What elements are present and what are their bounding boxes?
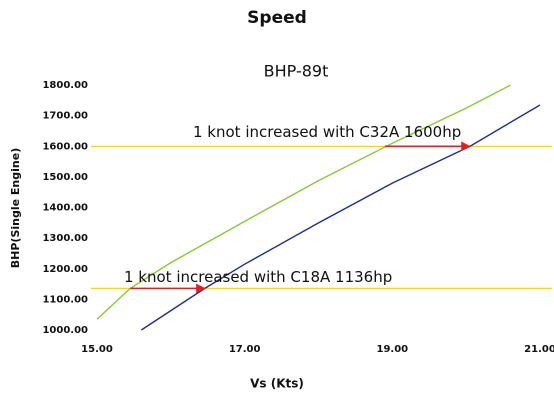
- y-tick-label: 1700.00: [42, 111, 88, 122]
- y-tick-label: 1500.00: [42, 172, 88, 183]
- y-tick-label: 1200.00: [42, 264, 88, 275]
- annotation-text: 1 knot increased with C18A 1136hp: [124, 268, 392, 286]
- y-tick-label: 1300.00: [42, 233, 88, 244]
- x-tick-label: 15.00: [81, 344, 113, 355]
- y-tick-label: 1400.00: [42, 203, 88, 214]
- y-tick-label: 1100.00: [42, 294, 88, 305]
- x-tick-label: 17.00: [229, 344, 261, 355]
- x-tick-label: 21.00: [524, 344, 554, 355]
- y-tick-label: 1600.00: [42, 141, 88, 152]
- annotation-text: 1 knot increased with C32A 1600hp: [193, 123, 461, 141]
- x-tick-label: 19.00: [377, 344, 409, 355]
- y-axis-title: BHP(Single Engine): [9, 148, 22, 268]
- chart-subtitle: BHP-89t: [264, 62, 329, 81]
- series-line: [96, 84, 511, 320]
- chart-title: Speed: [247, 8, 307, 28]
- y-tick-label: 1800.00: [42, 80, 88, 91]
- y-tick-label: 1000.00: [42, 325, 88, 336]
- x-axis-title: Vs (Kts): [250, 377, 304, 391]
